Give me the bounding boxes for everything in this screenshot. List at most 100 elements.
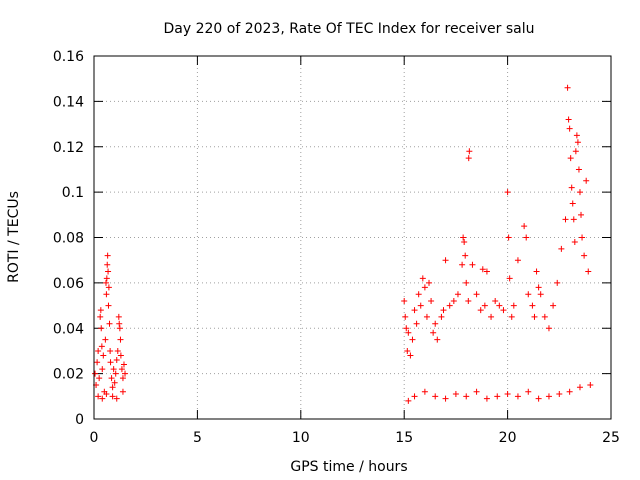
data-point — [442, 257, 449, 264]
data-point — [566, 125, 573, 132]
data-point — [110, 366, 117, 373]
data-point — [423, 313, 430, 320]
data-point — [581, 252, 588, 259]
data-point — [504, 391, 511, 398]
data-point — [521, 223, 528, 230]
data-point — [462, 252, 469, 259]
data-point — [566, 388, 573, 395]
plot-frame — [93, 55, 612, 420]
data-point — [533, 268, 540, 275]
data-point — [550, 302, 557, 309]
data-point — [570, 216, 577, 223]
data-point — [107, 347, 114, 354]
data-point — [98, 325, 105, 332]
y-tick-label: 0.02 — [53, 367, 84, 383]
data-point — [514, 257, 521, 264]
data-point — [105, 268, 112, 275]
data-point — [419, 275, 426, 282]
data-point — [109, 393, 116, 400]
data-point — [119, 375, 126, 382]
data-point — [556, 391, 563, 398]
data-point — [574, 139, 581, 146]
chart-title: Day 220 of 2023, Rate Of TEC Index for r… — [163, 21, 534, 37]
data-point — [496, 302, 503, 309]
y-tick-label: 0.14 — [53, 94, 84, 110]
data-point — [508, 313, 515, 320]
data-point — [564, 84, 571, 91]
data-point — [510, 302, 517, 309]
data-point — [440, 307, 447, 314]
data-point — [473, 291, 480, 298]
data-point — [405, 329, 412, 336]
data-point — [98, 343, 105, 350]
data-point — [104, 261, 111, 268]
x-tick-label: 5 — [193, 430, 202, 446]
data-point — [411, 307, 418, 314]
data-point — [117, 336, 124, 343]
data-point — [572, 148, 579, 155]
data-point — [446, 302, 453, 309]
data-point — [579, 234, 586, 241]
data-point — [108, 375, 115, 382]
data-point — [461, 239, 468, 246]
y-tick-label: 0.06 — [53, 276, 84, 292]
data-point — [576, 384, 583, 391]
x-tick-label: 0 — [90, 430, 99, 446]
data-point — [432, 320, 439, 327]
data-point — [531, 313, 538, 320]
data-point — [100, 352, 107, 359]
data-point — [463, 393, 470, 400]
data-point — [459, 261, 466, 268]
data-point — [583, 177, 590, 184]
x-tick-label: 25 — [602, 430, 620, 446]
grid — [94, 56, 611, 419]
data-point — [117, 352, 124, 359]
data-point — [113, 395, 120, 402]
data-point — [112, 370, 119, 377]
data-point — [115, 313, 122, 320]
data-point — [432, 393, 439, 400]
data-point — [118, 366, 125, 373]
data-point — [578, 211, 585, 218]
data-point — [571, 239, 578, 246]
data-point — [514, 393, 521, 400]
data-point — [103, 275, 110, 282]
data-point — [109, 384, 116, 391]
data-point — [428, 298, 435, 305]
y-tick-label: 0.1 — [62, 185, 84, 201]
data-point — [483, 268, 490, 275]
data-point — [535, 395, 542, 402]
data-point — [452, 391, 459, 398]
data-point — [500, 307, 507, 314]
data-point — [483, 395, 490, 402]
data-point — [460, 234, 467, 241]
data-point — [479, 266, 486, 273]
y-tick-label: 0.12 — [53, 140, 84, 156]
data-point — [568, 184, 575, 191]
data-point — [494, 393, 501, 400]
x-tick-label: 15 — [395, 430, 413, 446]
data-point — [119, 388, 126, 395]
data-point — [413, 320, 420, 327]
y-tick-label: 0.08 — [53, 231, 84, 247]
data-point — [407, 352, 414, 359]
data-point — [417, 302, 424, 309]
data-point — [94, 359, 101, 366]
data-point — [404, 347, 411, 354]
data-point — [492, 298, 499, 305]
data-point — [465, 298, 472, 305]
data-point — [97, 307, 104, 314]
data-point — [105, 302, 112, 309]
data-point — [450, 298, 457, 305]
data-point — [525, 291, 532, 298]
y-axis-label: ROTI / TECUs — [6, 191, 22, 283]
data-point — [529, 302, 536, 309]
data-point — [95, 347, 102, 354]
data-point — [103, 291, 110, 298]
data-point — [558, 245, 565, 252]
data-point — [114, 347, 121, 354]
data-point — [585, 268, 592, 275]
data-point — [545, 325, 552, 332]
data-point — [409, 336, 416, 343]
